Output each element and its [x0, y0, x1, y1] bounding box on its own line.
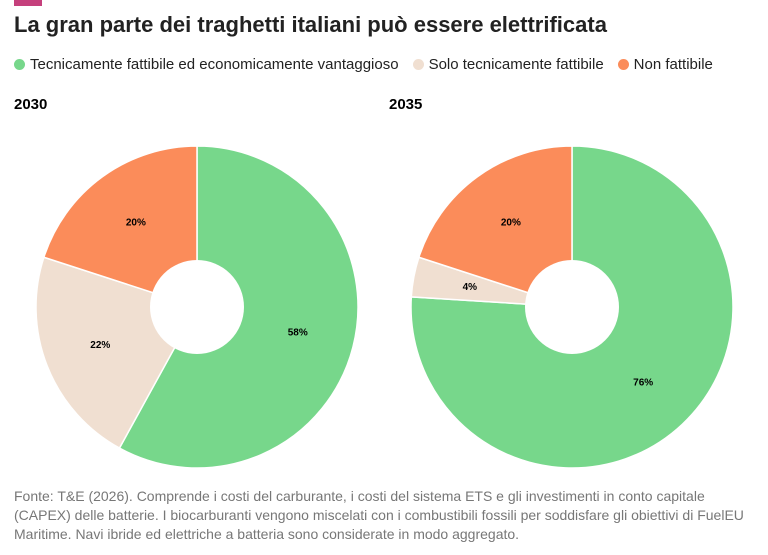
- slice-label: 20%: [126, 218, 146, 229]
- accent-bar: [14, 0, 42, 6]
- donut-hole: [150, 260, 244, 354]
- legend-item: Solo tecnicamente fattibile: [412, 56, 604, 73]
- legend-swatch: [412, 59, 424, 70]
- pie-title: 2030: [14, 96, 47, 113]
- pie-slice: [42, 145, 198, 309]
- legend-swatch: [14, 59, 25, 70]
- legend-item: Non fattibile: [617, 56, 713, 73]
- pie-slice: [417, 145, 573, 309]
- legend-item: Tecnicamente fattibile ed economicamente…: [14, 56, 399, 73]
- legend: Tecnicamente fattibile ed economicamente…: [14, 56, 713, 73]
- pie-title: 2035: [389, 96, 422, 113]
- charts: 2030 58% 22% 20% 2035 76% 4% 20%: [14, 96, 734, 469]
- donut-hole: [525, 260, 619, 354]
- legend-label: Solo tecnicamente fattibile: [428, 56, 604, 73]
- legend-label: Non fattibile: [633, 56, 713, 73]
- slice-label: 76%: [633, 377, 653, 388]
- slice-label: 58%: [288, 328, 308, 339]
- chart-title: La gran parte dei traghetti italiani può…: [14, 12, 607, 37]
- source-note: Fonte: T&E (2026). Comprende i costi del…: [14, 488, 744, 542]
- legend-label: Tecnicamente fattibile ed economicamente…: [30, 56, 399, 73]
- legend-swatch: [617, 59, 629, 70]
- slice-label: 22%: [90, 340, 110, 351]
- slice-label: 20%: [501, 218, 521, 229]
- slice-label: 4%: [463, 282, 478, 293]
